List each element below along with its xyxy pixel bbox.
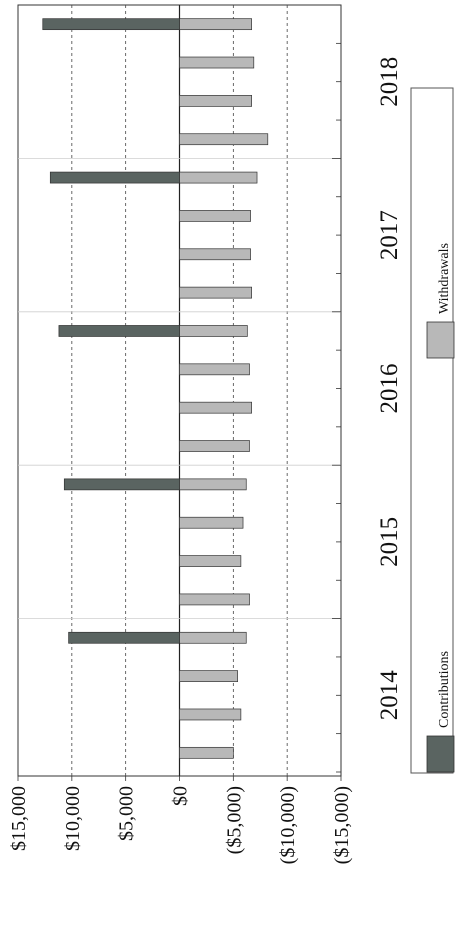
withdrawal-bar <box>179 95 252 107</box>
withdrawal-bar <box>179 555 242 567</box>
withdrawal-bar <box>179 440 250 452</box>
legend: Contributions Withdrawals <box>410 87 455 774</box>
withdrawal-bar <box>179 286 252 299</box>
withdrawal-bar <box>179 18 252 31</box>
year-label: 2014 <box>376 670 403 721</box>
year-label: 2015 <box>376 517 403 567</box>
withdrawal-bar <box>179 171 258 184</box>
withdrawal-bar <box>179 593 250 606</box>
contribution-bar <box>68 631 180 644</box>
year-label: 2018 <box>376 57 403 107</box>
value-tick-label: $10,000 <box>62 786 84 851</box>
withdrawal-bar <box>179 516 244 529</box>
value-tick-label: $15,000 <box>8 786 30 851</box>
withdrawal-bar <box>179 56 255 69</box>
year-label: 2016 <box>376 364 403 414</box>
withdrawal-bar <box>179 631 247 644</box>
value-tick-label: ($5,000) <box>223 786 245 854</box>
withdrawal-bar <box>179 670 238 682</box>
withdrawal-bar <box>179 210 251 222</box>
withdrawal-bar <box>179 401 252 414</box>
withdrawal-bar <box>179 248 251 261</box>
withdrawal-bar <box>179 363 250 376</box>
legend-label: Contributions <box>437 651 452 728</box>
withdrawal-bar <box>179 325 248 337</box>
legend-frame <box>410 87 454 774</box>
value-tick-label: ($10,000) <box>277 786 299 864</box>
withdrawal-bar <box>179 746 234 759</box>
year-label: 2017 <box>376 210 403 260</box>
contribution-bar <box>58 325 180 337</box>
legend-swatch-contributions <box>426 735 455 773</box>
withdrawal-bar <box>179 133 269 146</box>
year-labels: 2014 2015 2016 2017 2018 <box>376 57 403 721</box>
withdrawal-bar <box>179 478 247 491</box>
contribution-bar <box>42 18 180 31</box>
value-tick-label: $0 <box>170 786 192 806</box>
value-tick-labels: $15,000 $10,000 $5,000 $0 ($5,000) ($10,000) (… <box>8 786 353 864</box>
value-tick-label: ($15,000) <box>331 786 353 864</box>
contribution-bar <box>49 171 180 184</box>
contribution-bar <box>63 478 180 491</box>
legend-label: Withdrawals <box>437 243 452 314</box>
legend-swatch-withdrawals <box>426 321 455 359</box>
value-tick-label: $5,000 <box>116 786 138 841</box>
plot-area <box>17 4 342 781</box>
withdrawal-bar <box>179 708 242 721</box>
